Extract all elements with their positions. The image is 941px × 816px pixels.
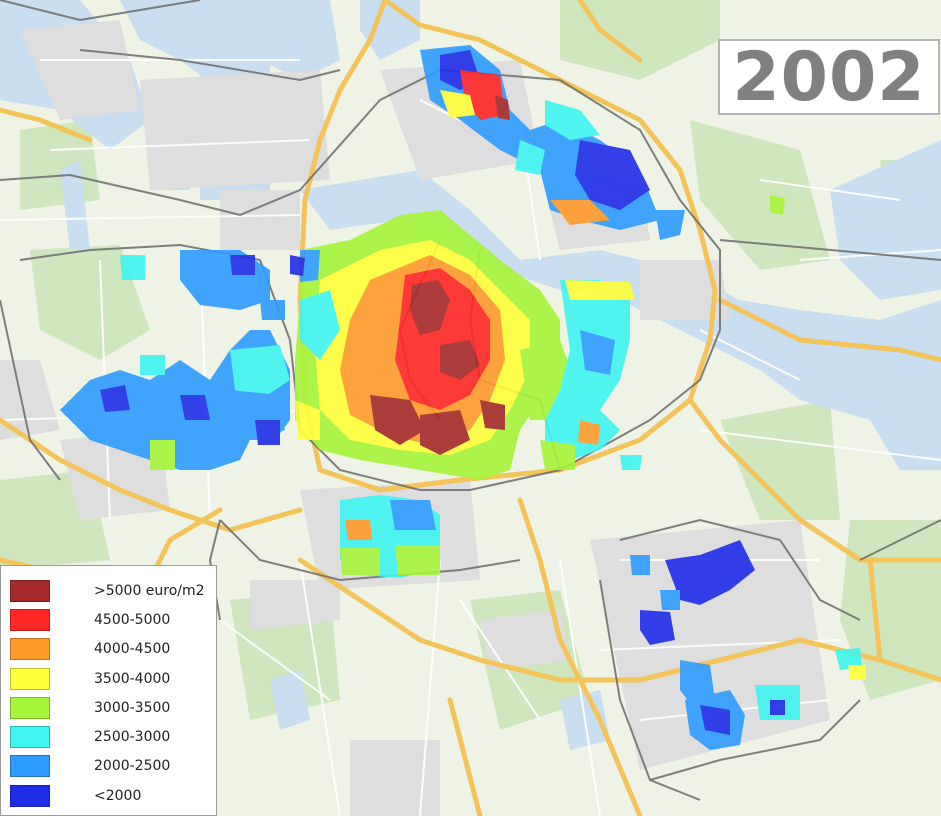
legend-label: 3500-4000 [94, 670, 171, 687]
legend-item: 2000-2500 [1, 752, 216, 781]
legend-item: 4500-5000 [1, 605, 216, 634]
year-label: 2002 [732, 37, 926, 117]
price-zone-central [295, 210, 575, 480]
legend-label: 2000-2500 [94, 758, 171, 775]
price-zone-east [540, 280, 642, 470]
legend-label: 3000-3500 [94, 699, 171, 716]
legend-item: 4000-4500 [1, 635, 216, 664]
price-overlay [60, 45, 866, 750]
legend-item: 3500-4000 [1, 664, 216, 693]
legend-swatch [10, 696, 50, 719]
price-legend: >5000 euro/m2 4500-5000 4000-4500 3500-4… [0, 565, 217, 816]
legend-swatch [10, 784, 50, 807]
legend-swatch [10, 667, 50, 690]
legend-swatch [10, 726, 50, 749]
year-label-box: 2002 [718, 37, 940, 117]
legend-swatch [10, 755, 50, 778]
legend-swatch [10, 638, 50, 661]
legend-label: 4500-5000 [94, 611, 171, 628]
legend-item: >5000 euro/m2 [1, 576, 216, 605]
legend-item: 3000-3500 [1, 693, 216, 722]
legend-item: 2500-3000 [1, 722, 216, 751]
legend-label: 4000-4500 [94, 641, 171, 658]
price-zone-south [340, 495, 440, 578]
legend-swatch [10, 608, 50, 631]
price-zone-southeast [630, 540, 866, 750]
legend-swatch [10, 579, 50, 602]
price-zone-north [420, 45, 785, 240]
legend-item: <2000 [1, 781, 216, 810]
legend-label: <2000 [94, 787, 142, 804]
legend-label: 2500-3000 [94, 729, 171, 746]
legend-label: >5000 euro/m2 [94, 582, 205, 599]
price-zone-west [60, 250, 305, 470]
